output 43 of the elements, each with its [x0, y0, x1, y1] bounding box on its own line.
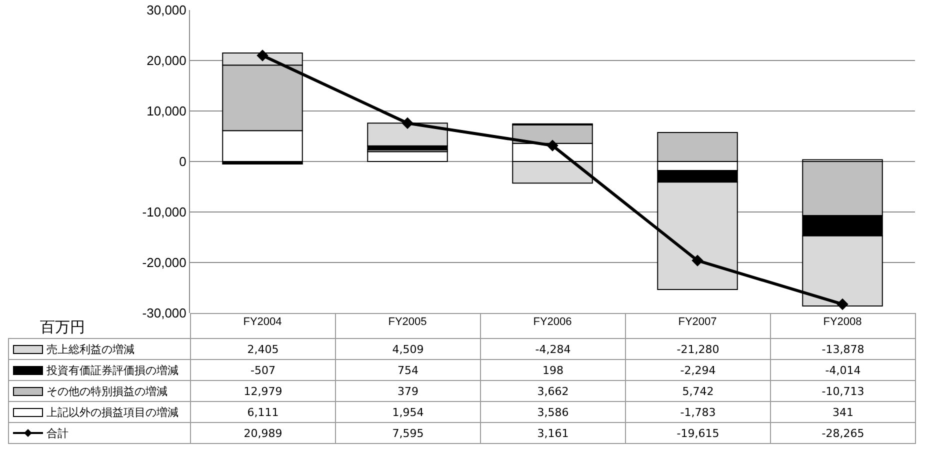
data-label: -507	[190, 360, 336, 380]
legend-label: 売上総利益の増減	[8, 338, 190, 360]
legend-label: 合計	[8, 422, 190, 444]
data-label: 379	[336, 380, 480, 402]
x-tick-label: FY2008	[823, 316, 862, 328]
data-label: 6,111	[190, 402, 336, 422]
data-label: 7,595	[336, 422, 480, 444]
x-tick-label: FY2007	[678, 316, 717, 328]
data-label: -4,284	[480, 338, 626, 360]
data-label: -4,014	[770, 360, 916, 380]
data-label: -13,878	[770, 338, 916, 360]
data-label: -21,280	[626, 338, 770, 360]
legend-label: 上記以外の損益項目の増減	[8, 402, 190, 422]
data-label: 4,509	[336, 338, 480, 360]
legend-label: その他の特別損益の増減	[8, 380, 190, 402]
data-label: 198	[480, 360, 626, 380]
data-label: 2,405	[190, 338, 336, 360]
y-tick-label: -10,000	[142, 204, 186, 220]
y-tick-label: 10,000	[146, 104, 186, 119]
data-label: 754	[336, 360, 480, 380]
y-tick-label: 30,000	[146, 2, 186, 18]
data-label: 341	[770, 402, 916, 422]
data-label: -2,294	[626, 360, 770, 380]
y-tick-label: -20,000	[142, 255, 186, 270]
x-tick-label: FY2006	[533, 316, 572, 328]
data-label: 3,586	[480, 402, 626, 422]
data-label: 12,979	[190, 380, 336, 402]
y-tick-label: -30,000	[142, 306, 186, 321]
data-label: 1,954	[336, 402, 480, 422]
y-tick-label: 0	[179, 154, 186, 170]
data-label: -10,713	[770, 380, 916, 402]
x-tick-label: FY2005	[388, 316, 427, 328]
data-label: 3,161	[480, 422, 626, 444]
x-tick-label: FY2004	[243, 316, 282, 328]
y-tick-label: 20,000	[146, 53, 186, 68]
data-label: -28,265	[770, 422, 916, 444]
y-axis-title: 百万円	[40, 318, 85, 337]
data-label: 5,742	[626, 380, 770, 402]
legend-label: 投資有価証券評価損の増減	[8, 360, 190, 380]
data-label: 20,989	[190, 422, 336, 444]
data-label: 3,662	[480, 380, 626, 402]
data-label: -19,615	[626, 422, 770, 444]
data-label: -1,783	[626, 402, 770, 422]
